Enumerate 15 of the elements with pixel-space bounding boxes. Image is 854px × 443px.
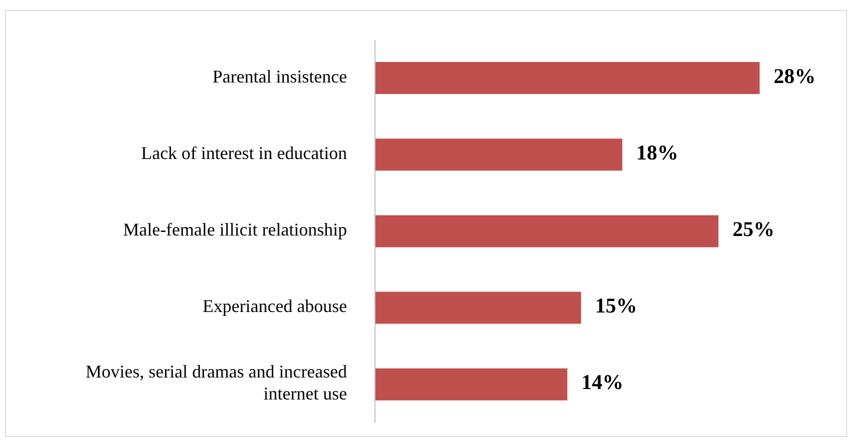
data-label: 14% xyxy=(581,370,624,394)
bar xyxy=(375,62,760,94)
y-tick-label: Lack of interest in education xyxy=(141,143,347,164)
data-label: 28% xyxy=(774,64,816,88)
y-tick-label: Experianced abouse xyxy=(202,296,348,316)
data-label: 25% xyxy=(732,217,774,242)
bar xyxy=(375,292,582,324)
y-tick-label: Male-female illicit relationship xyxy=(123,220,347,240)
bar xyxy=(375,215,718,248)
bar xyxy=(375,368,568,400)
bar xyxy=(375,138,622,171)
data-label: 15% xyxy=(595,294,638,318)
data-label: 18% xyxy=(636,140,678,164)
y-tick-label: Parental insistence xyxy=(212,66,347,86)
y-tick-label: Movies, serial dramas and increased internet use xyxy=(86,362,347,404)
